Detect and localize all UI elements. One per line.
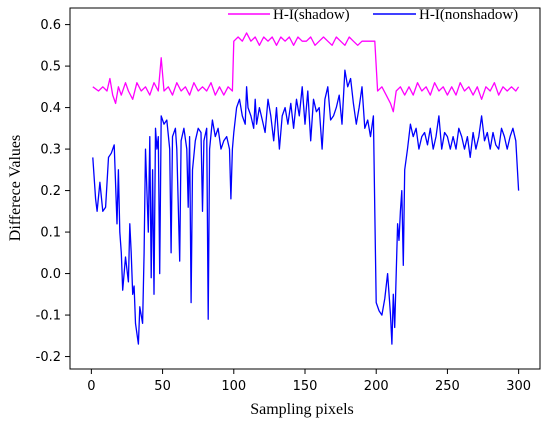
x-tick-label: 150 xyxy=(293,379,318,394)
y-tick-label: 0.4 xyxy=(40,101,61,116)
x-tick-label: 50 xyxy=(154,379,171,394)
y-axis-ticks: -0.2 -0.1 0.0 0.1 0.2 0.3 0.4 0.5 0.6 xyxy=(36,18,70,365)
x-tick-label: 250 xyxy=(435,379,460,394)
x-axis-ticks: 0 50 100 150 200 250 300 xyxy=(87,369,531,394)
x-tick-label: 300 xyxy=(506,379,531,394)
series-lines xyxy=(92,32,520,345)
x-tick-label: 200 xyxy=(364,379,389,394)
series-line-nonshadow xyxy=(92,69,520,345)
series-line-shadow xyxy=(92,32,520,113)
x-axis-title: Sampling pixels xyxy=(250,401,354,418)
y-tick-label: 0.2 xyxy=(40,184,61,199)
legend-label-nonshadow: H-I(nonshadow) xyxy=(419,7,518,23)
y-tick-label: 0.6 xyxy=(40,18,61,33)
legend-label-shadow: H-I(shadow) xyxy=(273,7,350,23)
y-tick-label: -0.2 xyxy=(36,350,61,365)
y-tick-label: -0.1 xyxy=(36,309,61,324)
y-tick-label: 0.0 xyxy=(40,267,61,282)
y-tick-label: 0.3 xyxy=(40,143,61,158)
y-tick-label: 0.5 xyxy=(40,60,61,75)
y-tick-label: 0.1 xyxy=(40,226,61,241)
x-tick-label: 0 xyxy=(87,379,95,394)
y-axis-title: Differece Values xyxy=(7,135,24,241)
legend: H-I(shadow) H-I(nonshadow) xyxy=(228,7,518,23)
x-tick-label: 100 xyxy=(221,379,246,394)
